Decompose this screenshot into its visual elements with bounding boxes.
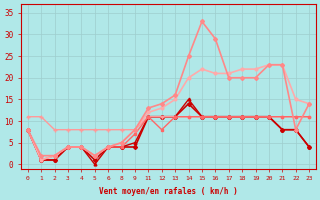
- X-axis label: Vent moyen/en rafales ( km/h ): Vent moyen/en rafales ( km/h ): [99, 187, 238, 196]
